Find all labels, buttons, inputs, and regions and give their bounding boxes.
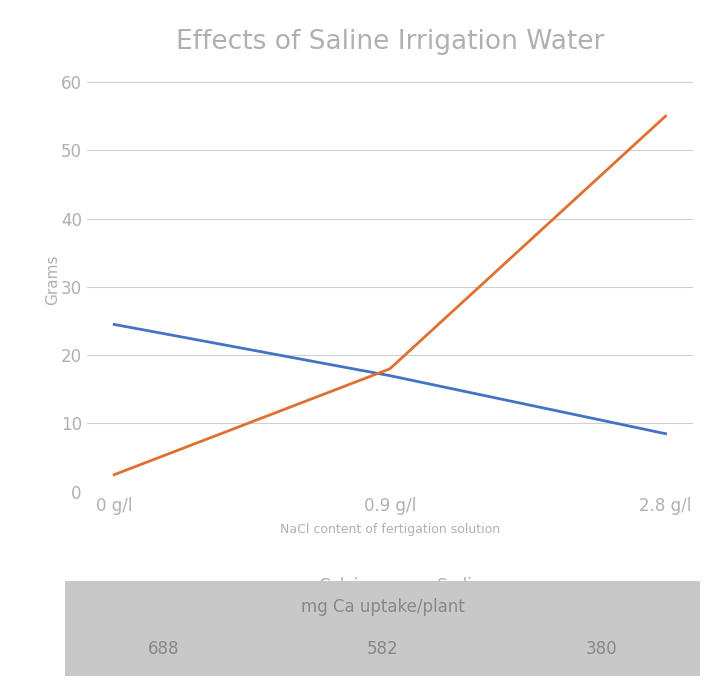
Legend: Calcium, Sodium: Calcium, Sodium [274, 571, 506, 602]
Y-axis label: Grams: Grams [45, 255, 60, 305]
X-axis label: NaCl content of fertigation solution: NaCl content of fertigation solution [280, 523, 500, 536]
Text: mg Ca uptake/plant: mg Ca uptake/plant [301, 598, 464, 616]
Title: Effects of Saline Irrigation Water: Effects of Saline Irrigation Water [175, 29, 604, 55]
Text: 582: 582 [367, 641, 399, 658]
Text: 688: 688 [148, 641, 179, 658]
Text: 380: 380 [586, 641, 618, 658]
